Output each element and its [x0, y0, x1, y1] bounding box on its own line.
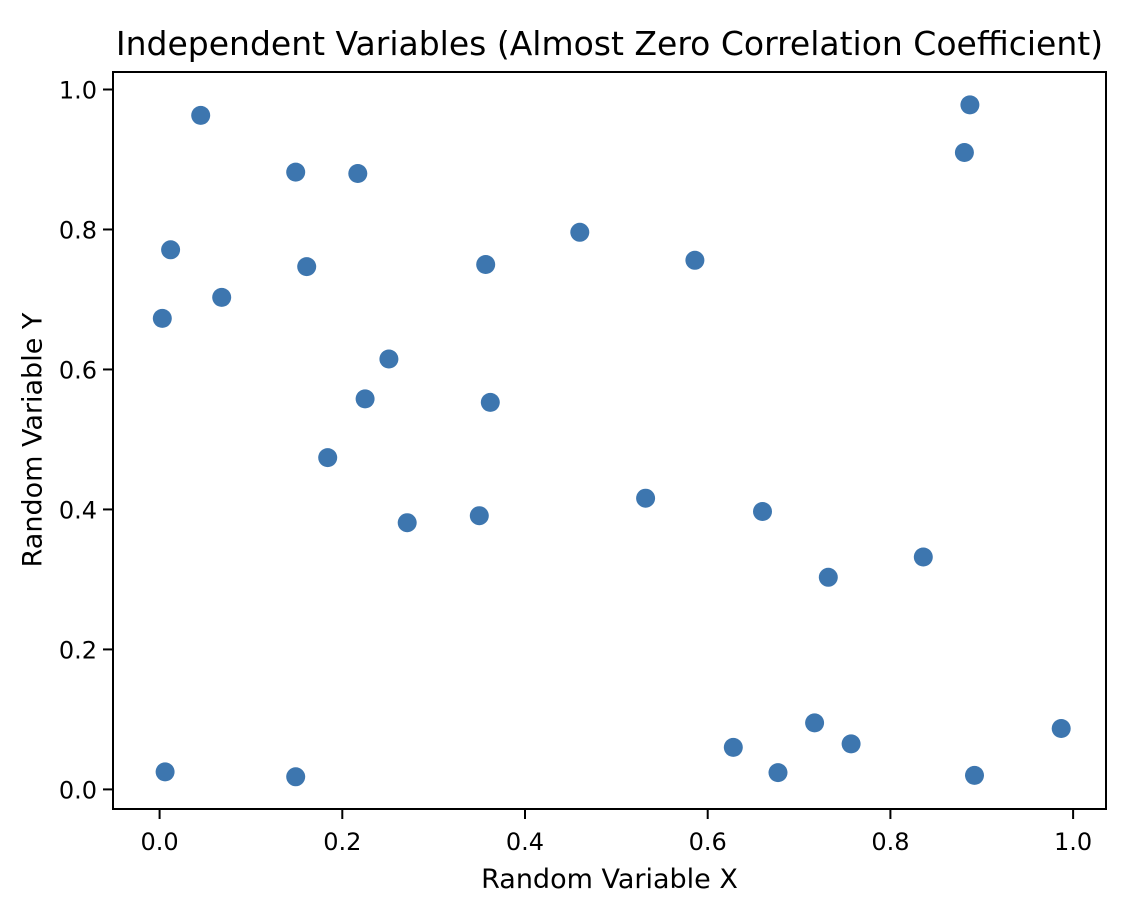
data-point	[818, 567, 838, 587]
x-tick-label: 0.8	[871, 828, 909, 856]
chart-title: Independent Variables (Almost Zero Corre…	[115, 24, 1104, 63]
data-point	[397, 513, 417, 533]
data-point	[318, 448, 338, 468]
data-point	[379, 349, 399, 369]
data-point	[723, 737, 743, 757]
y-tick-label: 0.4	[59, 496, 97, 524]
y-tick-label: 0.6	[59, 356, 97, 384]
data-point	[913, 547, 933, 567]
x-tick-label: 0.6	[689, 828, 727, 856]
data-point	[954, 143, 974, 162]
y-tick-label: 0.2	[59, 636, 97, 664]
y-tick-label: 1.0	[59, 76, 97, 104]
data-point	[965, 765, 984, 785]
data-point	[805, 713, 825, 733]
data-point	[476, 255, 496, 274]
x-tick-label: 0.0	[141, 828, 179, 856]
data-point	[348, 164, 368, 183]
data-point	[480, 392, 500, 412]
x-axis-label: Random Variable X	[481, 864, 738, 895]
data-point	[685, 250, 705, 270]
data-point	[212, 287, 232, 307]
data-point	[161, 240, 181, 260]
data-point	[286, 162, 306, 182]
x-tick-label: 0.2	[323, 828, 361, 856]
y-tick-label: 0.0	[59, 776, 97, 804]
axes-frame	[112, 71, 1107, 810]
data-point	[753, 502, 772, 521]
data-point	[841, 734, 861, 754]
data-point	[768, 763, 788, 783]
data-point	[960, 95, 980, 115]
data-point	[636, 488, 656, 508]
data-point	[297, 257, 317, 277]
data-point	[152, 308, 172, 328]
data-point	[286, 767, 306, 787]
data-point	[469, 506, 489, 526]
x-tick-label: 0.4	[506, 828, 544, 856]
data-point	[191, 105, 211, 125]
data-point	[570, 222, 590, 242]
y-tick-label: 0.8	[59, 216, 97, 244]
data-point	[355, 389, 375, 409]
data-point	[155, 762, 175, 782]
x-tick-label: 1.0	[1054, 828, 1092, 856]
data-point	[1051, 719, 1071, 738]
